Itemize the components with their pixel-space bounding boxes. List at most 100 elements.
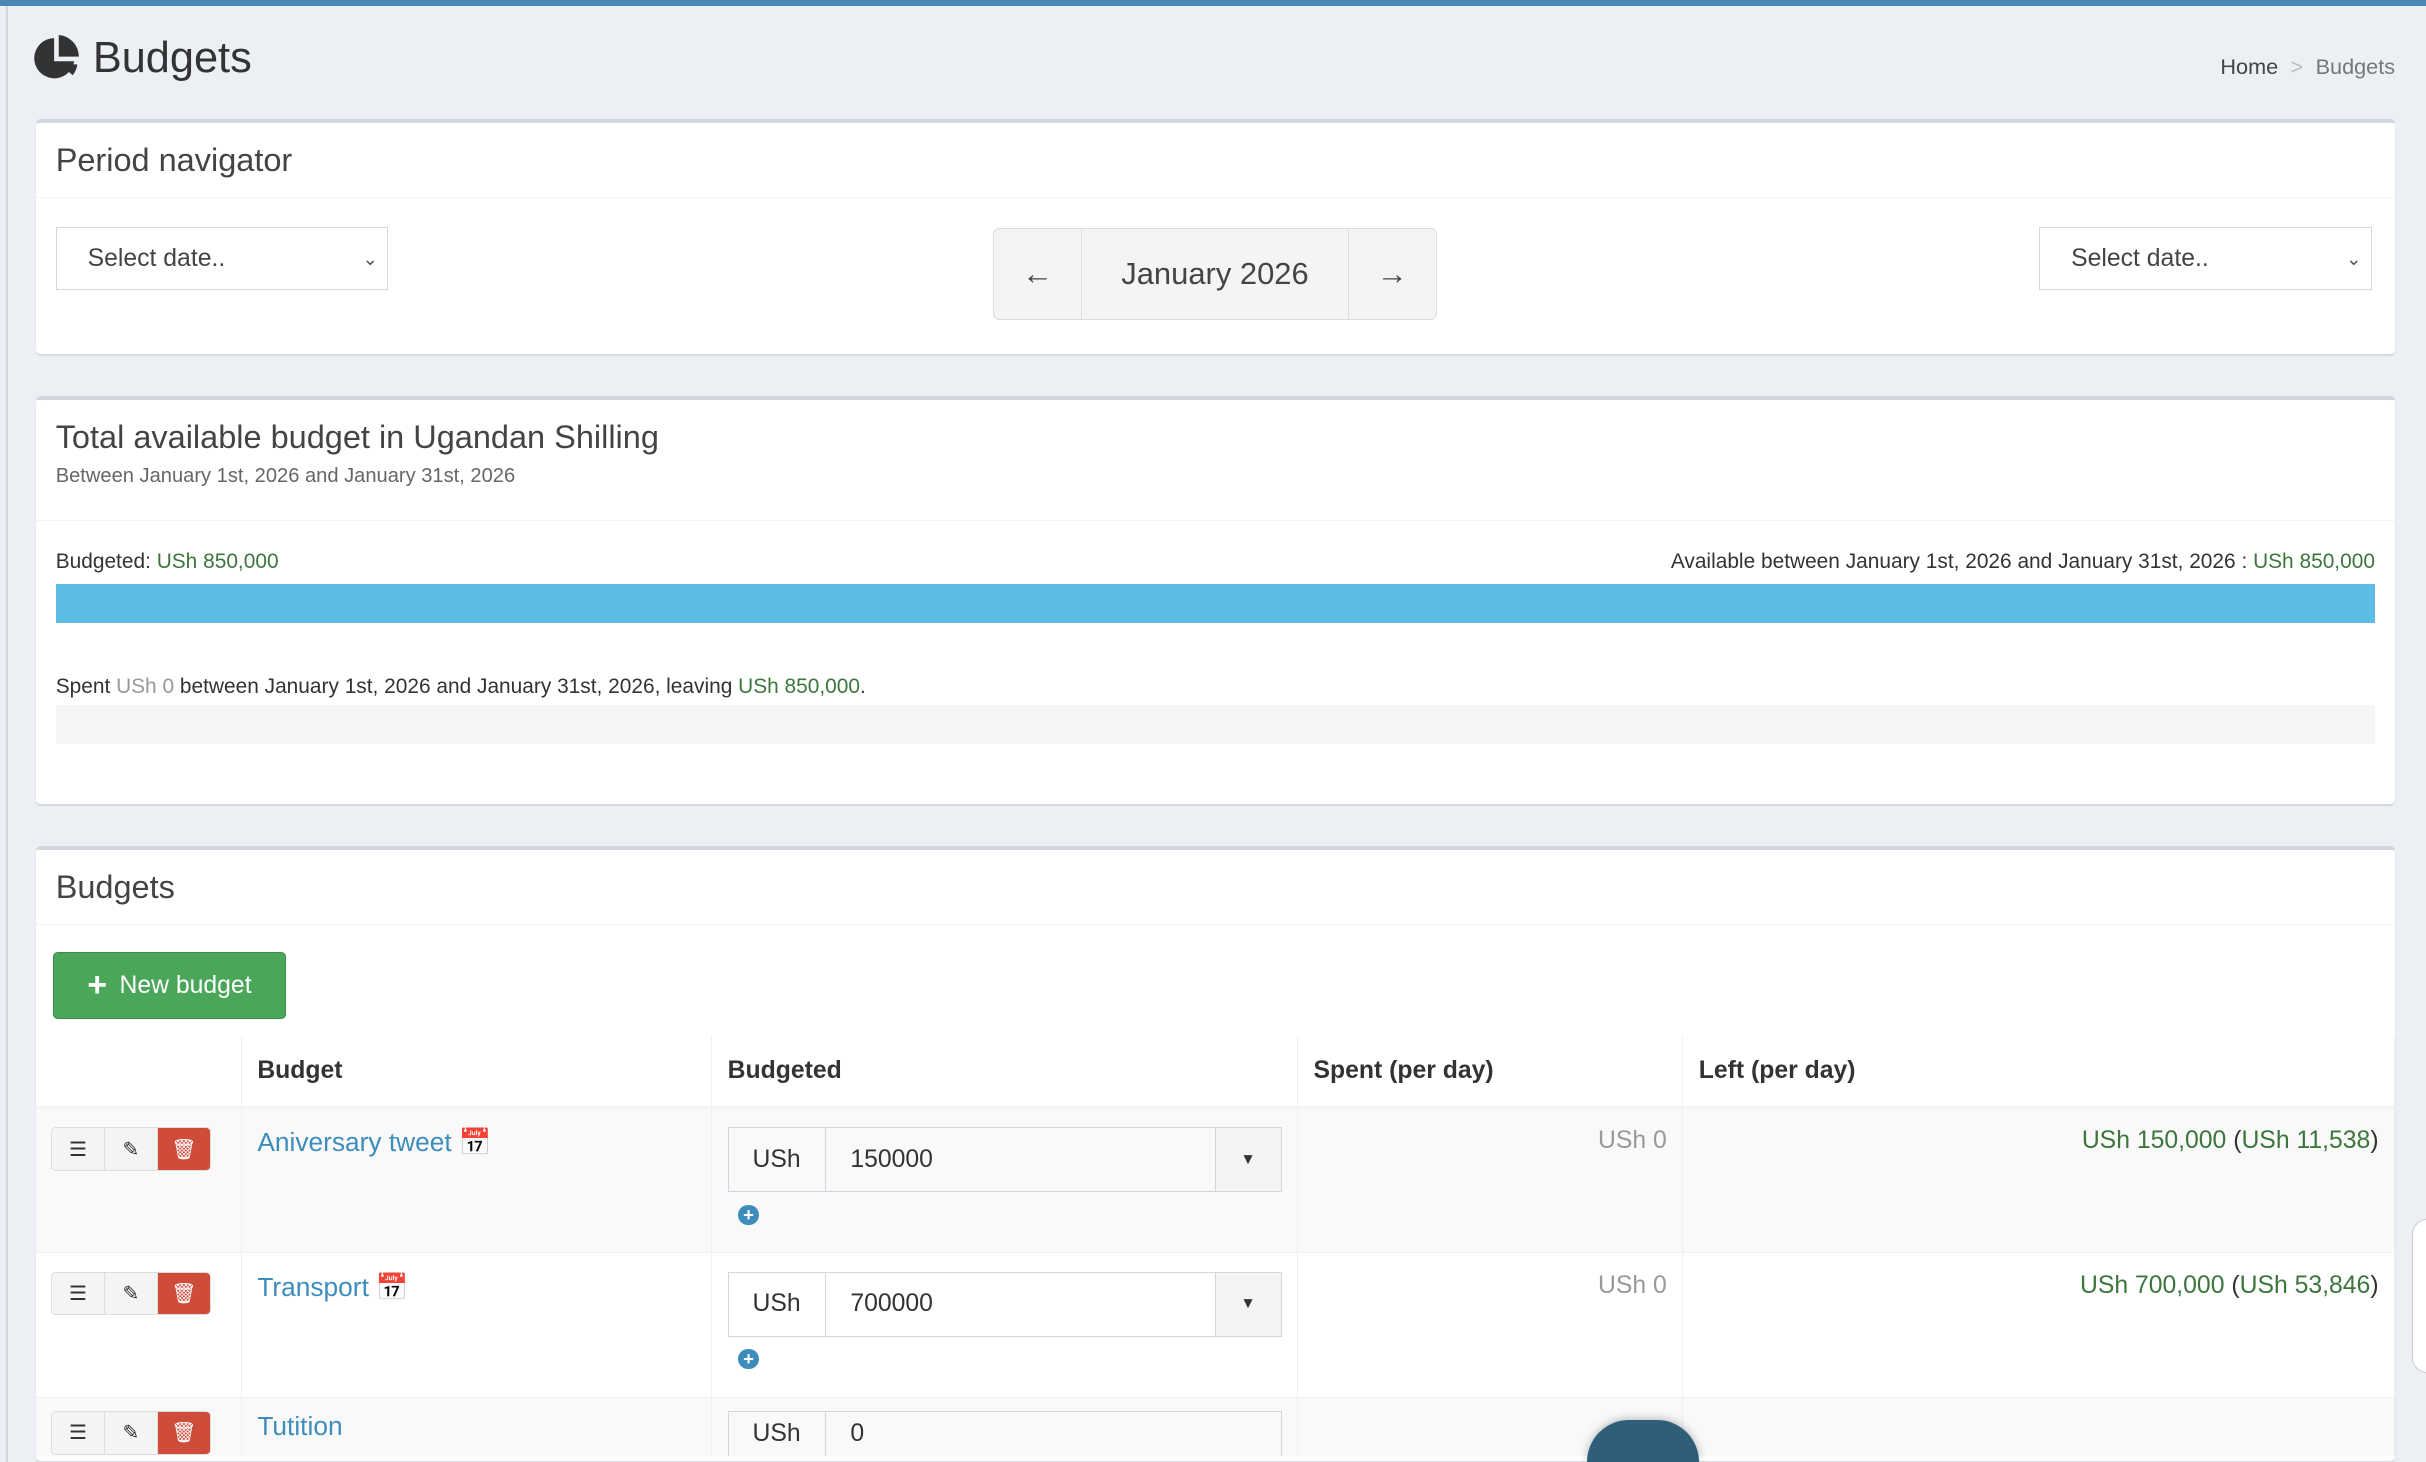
plus-icon: + (87, 966, 108, 1005)
budget-progress-fill (55, 584, 2375, 623)
pie-chart-icon (34, 35, 79, 79)
spent-cell: USh 0 (1297, 1252, 1684, 1398)
budget-amount-input[interactable]: 150000 (850, 1145, 933, 1173)
spent-suffix: . (860, 675, 866, 699)
floating-action-button[interactable] (1587, 1420, 1699, 1462)
calendar-check-icon: 📅 (375, 1271, 409, 1302)
left-per-day-value: USh 53,846 (2239, 1271, 2371, 1299)
budgets-table: Budget Budgeted Spent (per day) Left (pe… (35, 1035, 2396, 1456)
column-actions (35, 1035, 242, 1109)
delete-trash-icon[interactable]: 🗑 (157, 1128, 210, 1170)
delete-trash-icon[interactable]: 🗑 (157, 1272, 210, 1315)
budgets-title: Budgets (35, 850, 2396, 926)
start-date-value: Select date.. (87, 244, 226, 272)
edit-pencil-icon[interactable]: ✎ (104, 1411, 158, 1454)
summary-header: Total available budget in Ugandan Shilli… (35, 400, 2396, 521)
left-value: USh 700,000 (2079, 1271, 2225, 1299)
table-row: ☰ ✎ 🗑 Transport 📅 USh 700000 ▼ + USh 0 USh 70… (35, 1252, 2396, 1398)
leaving-value: USh 850,000 (738, 675, 861, 699)
column-budgeted: Budgeted (711, 1035, 1299, 1109)
summary-box: Total available budget in Ugandan Shilli… (35, 396, 2396, 804)
actions-cell: ☰ ✎ 🗑 (35, 1397, 242, 1456)
menu-icon[interactable]: ☰ (52, 1272, 105, 1315)
period-navigator-box: Period navigator Select date.. ⌄ ← Januar… (35, 119, 2396, 354)
table-row: ☰ ✎ 🗑 Tutition USh 0 (35, 1397, 2396, 1456)
budgeted-cell: USh 700000 ▼ + (711, 1252, 1299, 1398)
left-cell (1682, 1397, 2396, 1456)
chevron-down-icon: ⌄ (2346, 247, 2362, 269)
previous-period-button[interactable]: ← (994, 229, 1082, 320)
left-per-day-value: USh 11,538 (2241, 1127, 2371, 1155)
end-date-select[interactable]: Select date.. ⌄ (2039, 226, 2372, 291)
budget-name-cell: Tutition (241, 1397, 713, 1456)
spent-middle: between January 1st, 2026 and January 31… (179, 675, 733, 699)
add-circle-icon[interactable]: + (738, 1204, 759, 1225)
current-period-label: January 2026 (1121, 256, 1309, 292)
spent-value: USh 0 (1598, 1127, 1667, 1155)
summary-subtitle: Between January 1st, 2026 and January 31… (55, 464, 516, 487)
budget-amount-input-group: USh 700000 ▼ (727, 1271, 1282, 1337)
budgeted-cell: USh 150000 ▼ + (711, 1106, 1299, 1253)
actions-cell: ☰ ✎ 🗑 (35, 1252, 242, 1398)
row-actions: ☰ ✎ 🗑 (51, 1410, 211, 1455)
left-cell: USh 150,000 (USh 11,538) (1682, 1106, 2396, 1253)
column-spent: Spent (per day) (1297, 1035, 1684, 1109)
breadcrumb-current: Budgets (2315, 54, 2396, 80)
add-circle-icon[interactable]: + (738, 1348, 759, 1370)
budgets-box: Budgets + New budget Budget Budgeted Spen… (35, 846, 2396, 1462)
budget-amount-input[interactable]: 700000 (850, 1290, 933, 1318)
caret-down-icon[interactable]: ▼ (1214, 1272, 1281, 1336)
budget-link[interactable]: Aniversary tweet (257, 1127, 452, 1158)
box-title: Period navigator (35, 123, 2396, 199)
page-title-text: Budgets (92, 34, 252, 83)
budgeted-line: Budgeted: USh 850,000 Available between … (56, 550, 2375, 574)
budget-progress-bar (55, 584, 2375, 623)
budget-amount-input-group: USh 150000 ▼ (727, 1127, 1282, 1193)
delete-trash-icon[interactable]: 🗑 (157, 1411, 210, 1454)
end-date-value: Select date.. (2071, 244, 2209, 272)
currency-addon: USh (729, 1272, 826, 1336)
summary-title: Total available budget in Ugandan Shilli… (55, 418, 659, 455)
budget-amount-input[interactable]: 0 (850, 1419, 865, 1447)
actions-cell: ☰ ✎ 🗑 (35, 1106, 242, 1253)
breadcrumb-home[interactable]: Home (2220, 54, 2279, 80)
budgeted-label: Budgeted: (55, 550, 151, 574)
table-header: Budget Budgeted Spent (per day) Left (pe… (35, 1035, 2396, 1109)
top-accent-bar (0, 0, 2426, 7)
next-period-button[interactable]: → (1349, 229, 1436, 319)
new-budget-button[interactable]: + New budget (52, 952, 287, 1019)
row-actions: ☰ ✎ 🗑 (51, 1271, 211, 1316)
page-title: Budgets (34, 34, 252, 83)
left-cell: USh 700,000 (USh 53,846) (1682, 1252, 2396, 1398)
spent-prefix: Spent (55, 675, 111, 699)
breadcrumb-separator: > (2290, 54, 2304, 80)
period-button-group: ← January 2026 → (993, 228, 1437, 321)
spent-line: Spent USh 0 between January 1st, 2026 an… (56, 675, 2375, 699)
spent-value: USh 0 (116, 675, 175, 699)
side-widget-handle[interactable] (2412, 1219, 2426, 1373)
available-label: Available between January 1st, 2026 and … (1670, 550, 2248, 574)
caret-down-icon[interactable]: ▼ (1214, 1128, 1281, 1192)
edit-pencil-icon[interactable]: ✎ (104, 1272, 158, 1315)
calendar-check-icon: 📅 (458, 1127, 492, 1158)
column-budget: Budget (241, 1035, 713, 1109)
current-period-button[interactable]: January 2026 (1082, 229, 1350, 320)
sidebar-edge (6, 6, 8, 1462)
arrow-right-icon: → (1376, 256, 1408, 292)
table-row: ☰ ✎ 🗑 Aniversary tweet 📅 USh 150000 ▼ + USh 0… (35, 1106, 2396, 1253)
new-budget-label: New budget (119, 971, 252, 999)
budget-link[interactable]: Tutition (257, 1410, 343, 1441)
budget-amount-input-group: USh 0 (727, 1410, 1282, 1456)
column-left: Left (per day) (1682, 1035, 2396, 1109)
start-date-select[interactable]: Select date.. ⌄ (55, 226, 389, 291)
edit-pencil-icon[interactable]: ✎ (104, 1128, 158, 1170)
breadcrumb: Home > Budgets (2220, 54, 2395, 80)
spent-progress-bar (55, 704, 2375, 744)
currency-addon: USh (729, 1128, 826, 1192)
menu-icon[interactable]: ☰ (52, 1128, 105, 1170)
budgeted-cell: USh 0 (711, 1397, 1299, 1456)
menu-icon[interactable]: ☰ (52, 1411, 105, 1454)
budget-link[interactable]: Transport (257, 1271, 369, 1302)
spent-value: USh 0 (1598, 1271, 1667, 1299)
row-actions: ☰ ✎ 🗑 (51, 1127, 211, 1171)
